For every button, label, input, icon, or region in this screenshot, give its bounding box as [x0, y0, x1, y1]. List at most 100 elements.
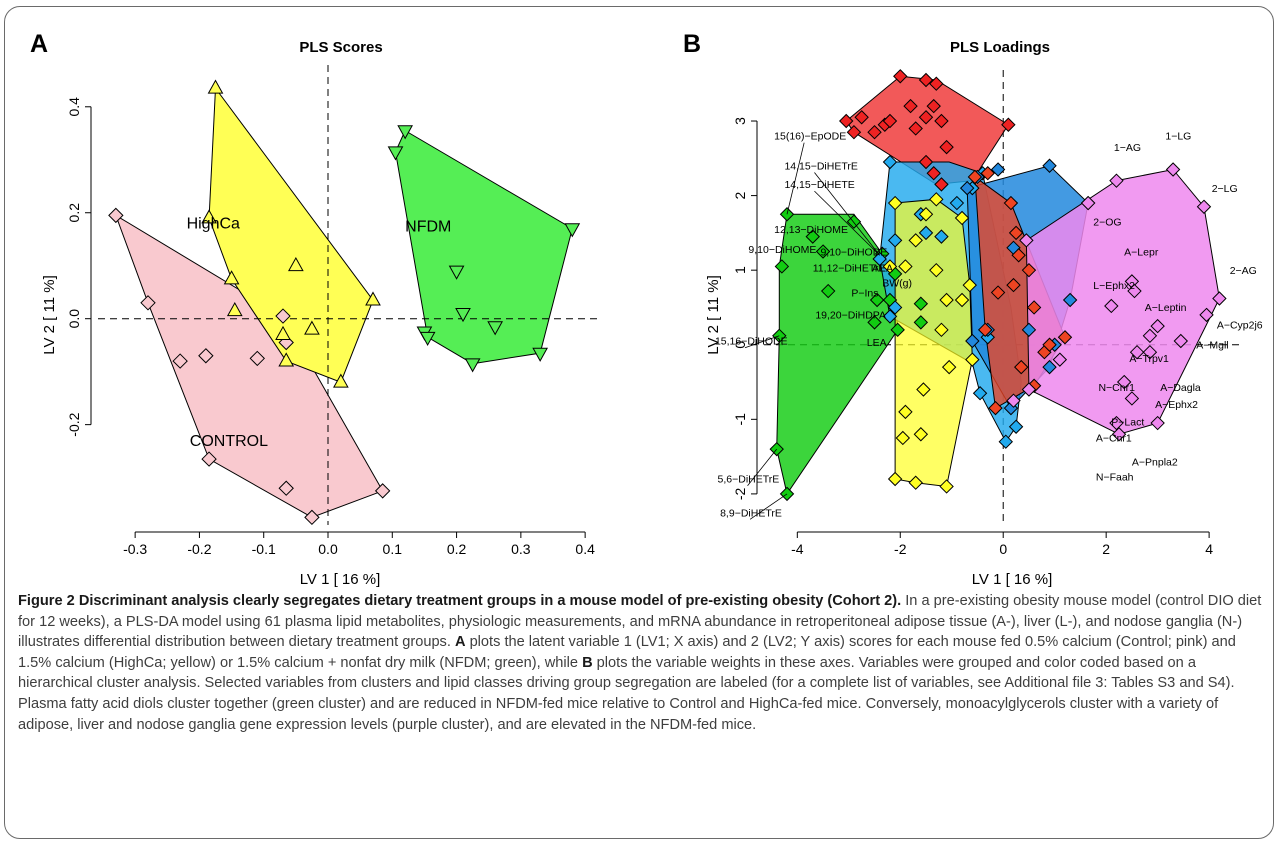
variable-label: 2−LG [1212, 183, 1238, 195]
cluster-2-point [908, 121, 923, 136]
variable-label: P−Ins [851, 287, 878, 299]
variable-label: 9,10−DiHODE [820, 246, 887, 258]
panel-b-ylabel: LV 2 [ 11 %] [705, 275, 722, 355]
panel-b-y-tick-label: 2 [732, 191, 748, 199]
cluster-6-point [1006, 277, 1021, 293]
cluster-3-point [972, 386, 988, 401]
cluster-5-point [1021, 322, 1037, 338]
variable-label: L−Ephx2 [1093, 280, 1135, 292]
cluster-6-point [1021, 262, 1037, 278]
cluster-1-point [846, 214, 862, 229]
variable-label: A−Leptin [1145, 302, 1187, 314]
group-label-highca: HighCa [187, 216, 240, 233]
cluster-7-point [1109, 415, 1124, 431]
cluster-7-point [1109, 173, 1124, 188]
panel-b-y-tick-label: 0 [732, 341, 748, 349]
panel-b-x-tick-label: -4 [791, 541, 804, 557]
cluster-4-point [939, 292, 954, 308]
panel-a-y-tick-label: -0.2 [66, 412, 82, 436]
point-nfdm [564, 223, 581, 238]
cluster-7-point [1019, 233, 1034, 248]
variable-label: A−Dagla [1160, 382, 1201, 394]
cluster-5-point [965, 333, 980, 349]
point-control [249, 350, 265, 367]
variable-label: A−Pnpla2 [1132, 457, 1178, 469]
cluster-6-point [988, 400, 1003, 416]
cluster-2-point [903, 98, 918, 114]
cluster-3-point [887, 300, 903, 315]
point-highca [288, 256, 304, 272]
cluster-4-point [916, 382, 931, 397]
caption-title: Figure 2 Discriminant analysis clearly s… [18, 593, 902, 609]
cluster-2-point [926, 98, 941, 114]
panel-a-xlabel: LV 1 [ 16 %] [300, 571, 381, 588]
variable-label: 5,6−DiHETrE [718, 474, 780, 486]
panel-b: B PLS Loadings -4 -2 0 2 4 -2 -1 0 1 2 3 15(16)−EpO… [683, 30, 1263, 588]
panel-a-y-tick-label: 0.4 [66, 97, 82, 117]
variable-label: P−Lact [1111, 416, 1144, 428]
cluster-6-point [967, 169, 983, 185]
variable-label: AEA [872, 263, 893, 275]
point-control [172, 353, 188, 369]
panel-b-title: PLS Loadings [950, 39, 1050, 56]
cluster-2-point [882, 113, 898, 129]
point-highca [278, 352, 295, 367]
point-control [140, 295, 156, 311]
variable-leader-line [814, 190, 880, 256]
variable-label: A−Lepr [1124, 246, 1159, 258]
panel-b-letter: B [683, 30, 701, 58]
cluster-4-point [954, 292, 970, 308]
figure-svg: A PLS Scores -0.3 -0.2 -0.1 0.0 0.1 0.2 0.3 0.4… [30, 30, 1263, 588]
point-nfdm [455, 307, 471, 323]
cluster-4-point [934, 322, 949, 338]
point-nfdm [464, 358, 481, 373]
cluster-4-point [941, 359, 957, 375]
cluster-7-point [1116, 374, 1132, 390]
panel-a-y-tick-label: 0.0 [66, 309, 82, 329]
point-highca [365, 291, 381, 306]
cluster-2-point [839, 113, 854, 129]
cluster-3-point [887, 233, 903, 248]
variable-leader-line [786, 142, 805, 215]
cluster-7-point [1006, 393, 1021, 408]
cluster-6-point [1042, 337, 1057, 352]
cluster-3-point [882, 309, 898, 324]
panel-a-title: PLS Scores [299, 39, 382, 56]
cluster-7-point [1212, 291, 1227, 306]
cluster-4-point [887, 195, 903, 211]
panel-a-x-tick-label: -0.1 [252, 541, 276, 557]
cluster-6-point [977, 322, 993, 338]
cluster-7-point [1150, 415, 1165, 431]
cluster-1-point [815, 244, 831, 259]
panel-b-plot-area: -4 -2 0 2 4 -2 -1 0 1 2 3 15(16)−EpODE 14,15−DiHETrE… [715, 69, 1263, 557]
cluster-1-point [890, 322, 905, 338]
point-highca [333, 373, 349, 388]
cluster-5-point [959, 180, 975, 196]
cluster-7-point [1196, 199, 1212, 214]
cluster-7-point [1127, 283, 1142, 299]
point-highca [207, 79, 224, 94]
point-highca [223, 270, 240, 285]
cluster-4-point [882, 259, 898, 274]
panel-a-plot-area: -0.3 -0.2 -0.1 0.0 0.1 0.2 0.3 0.4 -0.2 0.0 0.2 0.4… [66, 65, 598, 557]
variable-label: 19,20−DiHDPA [815, 310, 886, 322]
variable-label: A−Cnr1 [1096, 433, 1132, 445]
point-control [275, 308, 291, 324]
cluster-7-point [1150, 318, 1165, 334]
cluster-2-point [939, 139, 954, 155]
cluster-1-point [820, 283, 836, 299]
point-highca [304, 320, 320, 335]
cluster-7-point [1129, 344, 1145, 360]
cluster-4-point [898, 404, 913, 420]
cluster-2-point [846, 124, 862, 140]
cluster-7-point [1104, 298, 1119, 314]
cluster-7-point [1142, 344, 1158, 360]
variable-label: 1−LG [1165, 131, 1191, 143]
panel-a-x-tick-label: 0.0 [318, 541, 338, 557]
variable-label: 11,12−DiHETrE [813, 263, 886, 275]
cluster-6-point [1008, 225, 1024, 241]
variable-label: N−Faah [1096, 471, 1134, 483]
cluster-1-point [805, 229, 820, 244]
point-nfdm [448, 265, 465, 280]
figure-caption: Figure 2 Discriminant analysis clearly s… [18, 591, 1263, 735]
